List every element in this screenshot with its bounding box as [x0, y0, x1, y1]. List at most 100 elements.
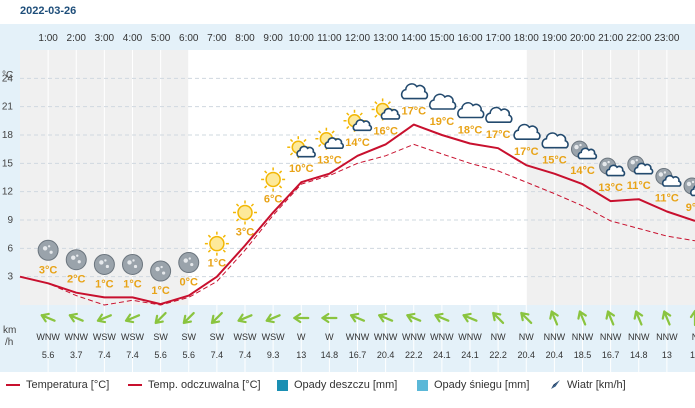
cloud-shape [661, 174, 682, 187]
wind-arrow-icon [434, 312, 450, 323]
cloud-icon [541, 132, 569, 149]
wind-direction-label: NW [491, 332, 506, 342]
moon-cloud-icon [683, 177, 695, 197]
wind-speed-label: 22.2 [489, 350, 507, 360]
wind-direction-label: NNW [544, 332, 566, 342]
hour-temp-label: 10°C [289, 163, 314, 175]
moon-crater [686, 181, 692, 187]
sun-ray [222, 249, 226, 253]
hour-temp-label: 3°C [236, 227, 255, 239]
hour-temp-label: 1°C [208, 258, 227, 270]
legend-wind: Wiatr [km/h] [549, 379, 626, 391]
hour-label: 10:00 [289, 33, 314, 44]
moon-disc [65, 249, 87, 271]
wind-direction-label: W [297, 332, 306, 342]
hour-label: 1:00 [38, 33, 58, 44]
hour-label: 6:00 [179, 33, 199, 44]
wind-speed-label: 16.7 [602, 350, 620, 360]
moon-cloud-icon [122, 253, 143, 275]
moon-crater [579, 143, 582, 147]
wind-arrow-icon [349, 312, 366, 323]
wind-arrow-icon [40, 312, 56, 323]
wind-speed-label: 13 [662, 350, 672, 360]
sun-ray [289, 138, 294, 143]
wind-arrow-icon [237, 313, 253, 324]
wind-direction-label: NNW [628, 332, 650, 342]
wind-speed-label: 24.1 [433, 350, 451, 360]
temperature-line-swatch [6, 384, 20, 387]
wind-speed-label: 3.7 [70, 350, 83, 360]
wind-arrow-shape [378, 312, 394, 323]
hour-label: 7:00 [207, 33, 227, 44]
hour-label: 9:00 [263, 33, 283, 44]
wind-arrow-icon [96, 313, 112, 324]
sun-ray [222, 234, 226, 238]
hour-label: 4:00 [123, 33, 143, 44]
wind-arrow-icon [605, 310, 616, 326]
sun-icon [233, 200, 257, 225]
wind-arrow-icon [551, 380, 560, 390]
wind-speed-label: 16.7 [349, 350, 367, 360]
wind-arrow-shape [210, 311, 223, 325]
moon-crater [104, 259, 107, 262]
wind-arrow-shape [96, 313, 112, 324]
wind-arrow-shape [661, 310, 672, 326]
moon-crater [162, 271, 166, 275]
hour-temp-label: 11°C [655, 193, 679, 205]
moon-cloud-icon [599, 157, 626, 177]
moon-crater [76, 254, 79, 257]
hour-temp-label: 17°C [401, 106, 426, 118]
legend-temperature-label: Temperatura [°C] [26, 379, 110, 391]
sun-ray [207, 249, 212, 253]
wind-arrow-shape [520, 311, 533, 325]
hour-label: 12:00 [345, 33, 370, 44]
wind-direction-label: WSW [93, 332, 116, 342]
cloud-icon [457, 102, 485, 119]
legend-feels-like: Temp. odczuwalna [°C] [128, 379, 261, 391]
moon-disc [150, 260, 172, 282]
cloud-shape [296, 145, 316, 158]
wind-arrow-icon [661, 310, 672, 326]
hour-label: 19:00 [542, 33, 567, 44]
hour-label: 15:00 [429, 33, 454, 44]
wind-speed-label: 22.2 [405, 350, 423, 360]
wind-direction-label: N [692, 332, 695, 342]
moon-cloud-icon [37, 239, 59, 261]
wind-arrow-icon [492, 311, 505, 325]
hour-label: 23:00 [654, 33, 679, 44]
moon-cloud-icon [571, 140, 598, 160]
sun-ray [346, 125, 350, 130]
moon-crater [630, 160, 635, 165]
sun-cloud-icon [371, 98, 401, 121]
sun-ray [387, 101, 391, 105]
wind-arrow-icon [406, 312, 422, 323]
legend: Temperatura [°C] Temp. odczuwalna [°C] O… [0, 372, 695, 396]
wind-direction-label: SW [210, 332, 225, 342]
moon-crater [133, 264, 138, 269]
hour-label: 22:00 [626, 33, 651, 44]
hour-temp-label: 19°C [430, 116, 455, 128]
sun-disc [209, 235, 225, 252]
wind-arrow-icon [321, 312, 338, 324]
wind-speed-label: 7.4 [98, 350, 111, 360]
sun-ray [359, 112, 363, 116]
cloud-icon [513, 123, 541, 141]
wind-unit-label: /h [5, 337, 13, 348]
wind-arrow-shape [434, 312, 450, 323]
moon-cloud-icon [655, 168, 682, 187]
wind-arrow-shape [462, 312, 478, 323]
legend-wind-label: Wiatr [km/h] [567, 379, 626, 391]
hour-temp-label: 1°C [123, 278, 142, 290]
y-tick-label: 24 [2, 73, 14, 84]
cloud-icon [428, 93, 457, 110]
cloud-shape [633, 162, 654, 175]
hour-label: 18:00 [514, 33, 539, 44]
hour-temp-label: 1°C [151, 285, 170, 297]
sun-ray [235, 218, 240, 222]
sun-cloud-icon [343, 109, 373, 132]
sun-disc [237, 204, 253, 221]
moon-crater [190, 262, 194, 267]
wind-arrow-shape [492, 311, 505, 325]
moon-disc [37, 239, 59, 261]
hour-label: 21:00 [598, 33, 623, 44]
